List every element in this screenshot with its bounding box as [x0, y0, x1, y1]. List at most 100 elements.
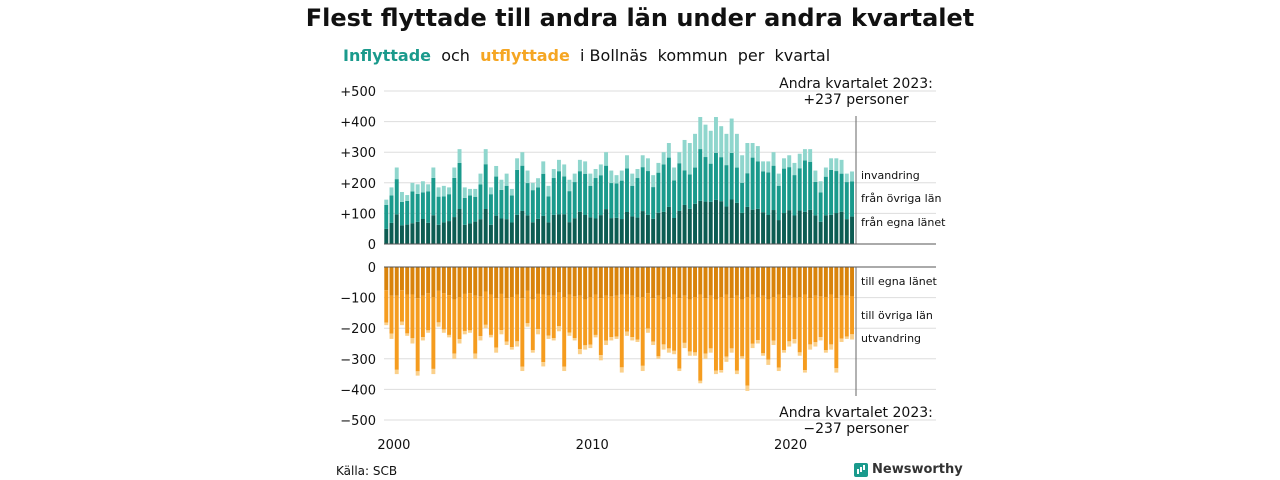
bar-in-other-counties [729, 152, 734, 200]
bar-out-own-county [792, 267, 797, 298]
bar-out-emigration [447, 334, 452, 338]
bar-out-own-county [457, 267, 462, 297]
bar-in-other-counties [750, 157, 755, 210]
bar-out-emigration [797, 352, 802, 356]
bar-in-other-counties [420, 192, 425, 219]
bar-in-immigration [687, 143, 692, 175]
bar-out-emigration [546, 335, 551, 339]
bar-out-own-county [462, 267, 467, 294]
bar-in-own-county [687, 208, 692, 244]
bar-out-own-county [389, 267, 394, 296]
bar-in-own-county [509, 222, 514, 244]
bar-out-own-county [724, 267, 729, 295]
bar-out-other-counties [839, 295, 844, 339]
bar-out-emigration [504, 341, 509, 346]
bar-out-other-counties [750, 294, 755, 344]
bar-out-other-counties [588, 296, 593, 345]
bar-in-immigration [473, 188, 478, 197]
bar-out-other-counties [394, 295, 399, 370]
bar-out-other-counties [509, 296, 514, 348]
bar-in-immigration [420, 181, 425, 193]
bar-out-own-county [834, 267, 839, 299]
bar-out-emigration [703, 353, 708, 359]
bar-out-other-counties [583, 299, 588, 346]
bar-in-other-counties [787, 167, 792, 211]
bar-in-own-county [625, 211, 629, 244]
bar-in-other-counties [850, 181, 854, 217]
bar-out-emigration [420, 337, 425, 341]
bar-out-emigration [462, 330, 467, 335]
bar-out-other-counties [687, 299, 692, 352]
bar-in-immigration [452, 167, 457, 178]
bar-in-own-county [635, 217, 640, 244]
bar-out-other-counties [420, 295, 425, 338]
bar-out-own-county [682, 267, 687, 296]
bar-out-emigration [771, 340, 776, 346]
bar-out-own-county [473, 267, 478, 296]
bar-out-emigration [850, 334, 854, 340]
bar-out-emigration [598, 355, 603, 361]
bar-out-own-county [656, 267, 661, 296]
bar-out-own-county [577, 267, 582, 296]
bar-out-other-counties [651, 298, 656, 342]
bar-in-other-counties [672, 180, 677, 218]
bar-out-emigration [415, 371, 420, 376]
bar-out-own-county [619, 267, 624, 295]
bar-out-own-county [677, 267, 682, 299]
bar-in-immigration [593, 169, 598, 179]
bar-out-own-county [745, 267, 750, 297]
bar-in-other-counties [525, 183, 530, 216]
bar-out-emigration [776, 367, 781, 372]
bar-in-other-counties [447, 194, 452, 222]
bar-in-own-county [452, 217, 457, 244]
bar-out-own-county [823, 267, 828, 297]
bar-in-own-county [729, 199, 734, 244]
bar-in-own-county [740, 212, 745, 244]
bar-in-immigration [562, 164, 567, 177]
bar-in-own-county [666, 206, 671, 244]
bar-in-other-counties [478, 184, 483, 220]
bar-in-immigration [588, 173, 593, 186]
bar-out-own-county [478, 267, 483, 297]
bar-in-immigration [630, 173, 635, 186]
bar-out-other-counties [457, 296, 462, 340]
bar-in-own-county [525, 215, 530, 244]
bar-in-immigration [776, 173, 781, 186]
bar-out-own-county [400, 267, 404, 291]
bar-out-other-counties [719, 296, 724, 371]
bar-in-own-county [755, 208, 760, 244]
bar-out-other-counties [693, 296, 697, 353]
bar-out-own-county [572, 267, 577, 297]
bar-out-other-counties [677, 298, 682, 369]
annotation-top-line2: +237 personer [803, 92, 909, 108]
bar-in-immigration [813, 170, 818, 182]
bar-out-own-county [802, 267, 807, 295]
annotation-top-line1: Andra kvartalet 2023: [779, 76, 933, 92]
bar-out-own-county [441, 267, 446, 294]
bar-in-other-counties [766, 172, 771, 215]
bar-out-other-counties [436, 290, 441, 323]
bar-in-other-counties [823, 176, 828, 216]
bar-out-own-county [630, 267, 635, 296]
bar-in-immigration [802, 149, 807, 161]
bar-in-own-county [488, 224, 493, 244]
series-label-bottom: till egna länet [861, 275, 937, 288]
y-tick-label-bottom: −300 [340, 353, 376, 368]
bar-out-emigration [687, 351, 692, 356]
y-tick-label-top: +200 [340, 177, 376, 192]
bar-in-own-county [557, 214, 561, 244]
bar-out-other-counties [630, 295, 635, 338]
bar-in-other-counties [761, 171, 766, 213]
bar-in-own-county [724, 206, 729, 244]
bar-in-immigration [672, 167, 677, 181]
bar-in-own-county [844, 219, 849, 244]
bar-in-immigration [598, 164, 603, 176]
bar-in-immigration [557, 159, 561, 172]
bar-out-other-counties [452, 299, 457, 354]
bar-out-emigration [614, 336, 619, 339]
bar-in-other-counties [635, 178, 640, 218]
bar-in-immigration [415, 184, 420, 194]
bar-out-other-counties [525, 290, 530, 324]
bar-in-other-counties [405, 200, 410, 225]
y-tick-label-bottom: −200 [340, 322, 376, 337]
